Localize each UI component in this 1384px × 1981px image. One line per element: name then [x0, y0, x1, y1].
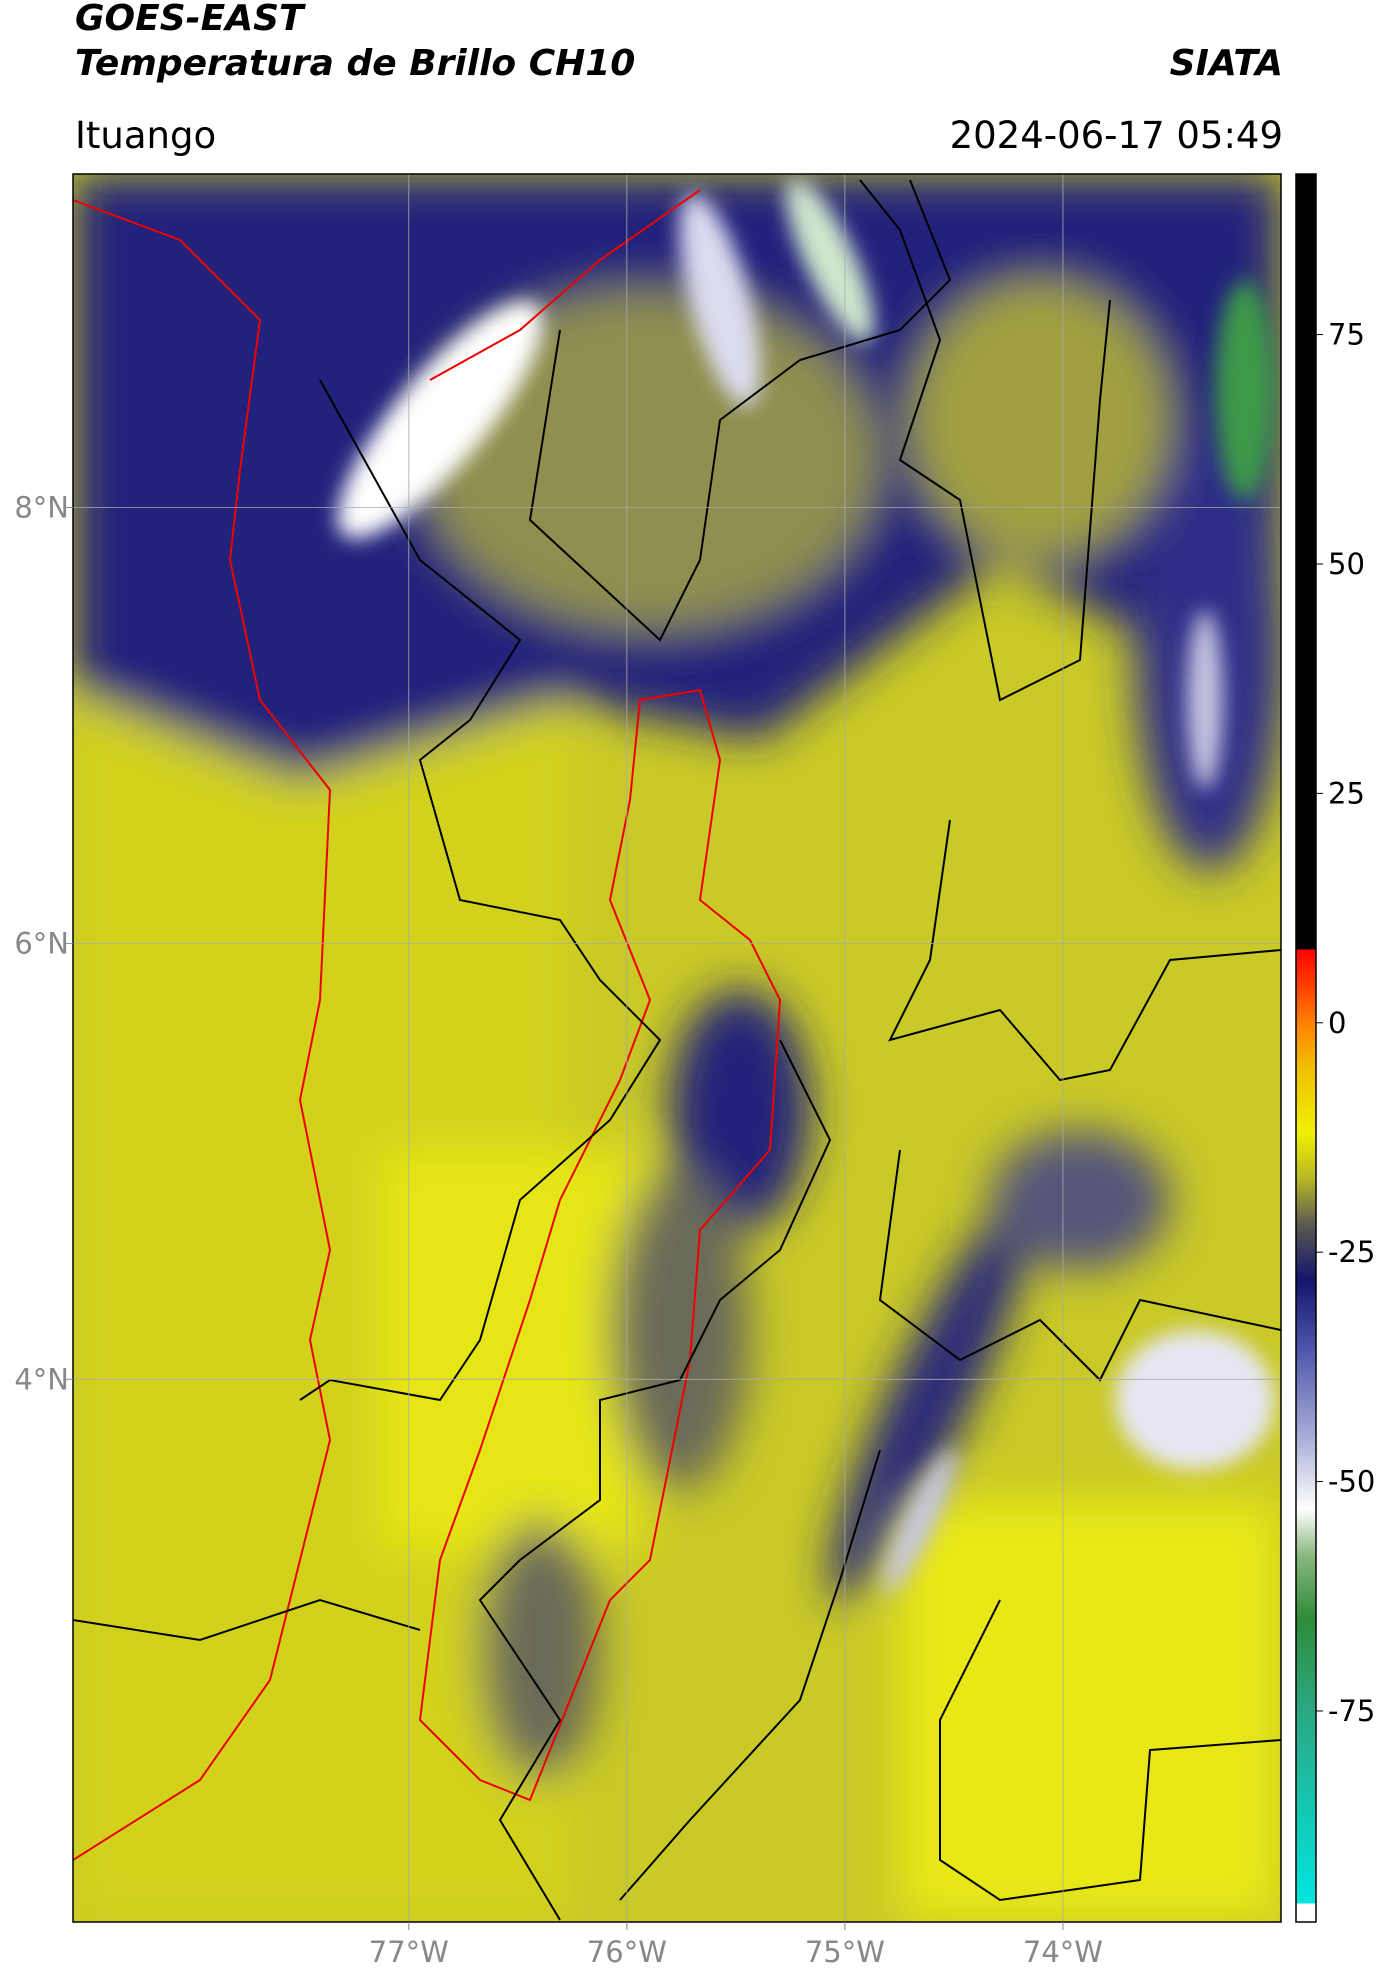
x-tick-label: 74°W — [1023, 1935, 1103, 1969]
colorbar-tick-label: 50 — [1328, 547, 1365, 581]
title: GOES-EAST — [75, 0, 306, 39]
x-tick-label: 75°W — [805, 1935, 885, 1969]
location: Ituango — [75, 114, 216, 157]
y-tick-label: 8°N — [14, 490, 69, 524]
x-tick-label: 77°W — [369, 1935, 449, 1969]
colorbar-tick-label: 25 — [1328, 776, 1365, 810]
source: SIATA — [1170, 43, 1283, 84]
y-tick-label: 4°N — [14, 1362, 69, 1396]
colorbar-tick-label: -25 — [1328, 1235, 1375, 1269]
x-tick-label: 76°W — [587, 1935, 667, 1969]
y-tick-label: 6°N — [14, 926, 69, 960]
colorbar-tick-label: 0 — [1328, 1006, 1346, 1040]
datetime: 2024-06-17 05:49 — [950, 114, 1283, 157]
colorbar-tick-label: 75 — [1328, 318, 1365, 352]
colorbar — [1295, 173, 1317, 1923]
colorbar-tick-label: -75 — [1328, 1694, 1375, 1728]
map-frame — [72, 173, 1282, 1923]
colorbar-tick-label: -50 — [1328, 1465, 1375, 1499]
map-image — [73, 174, 1281, 1922]
subtitle: Temperatura de Brillo CH10 — [75, 43, 635, 84]
